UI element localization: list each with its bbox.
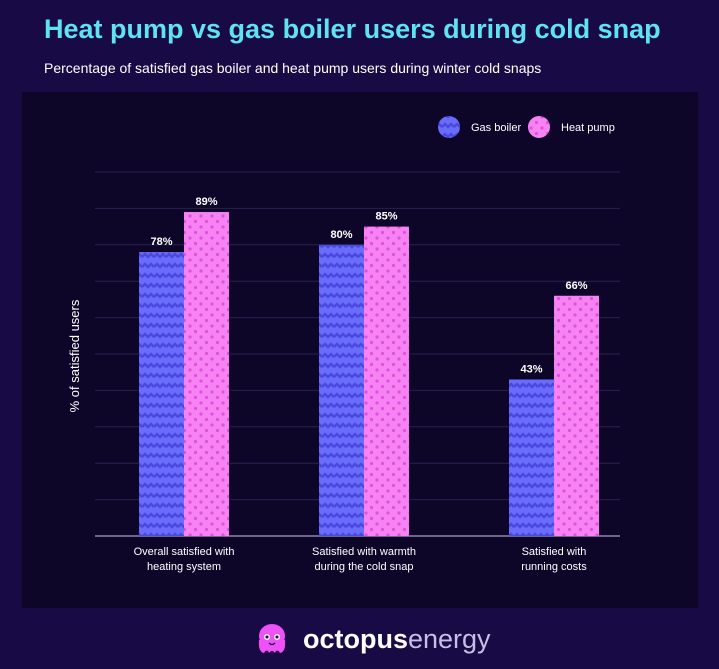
y-axis-label: % of satisfied users [67,299,82,412]
legend-label: Gas boiler [471,122,521,134]
legend-swatch [528,116,550,138]
legend-label: Heat pump [561,122,615,134]
brand-word-energy: energy [408,623,491,654]
data-label: 85% [375,211,397,223]
bar-heat-pump [364,226,409,536]
bar-heat-pump [554,295,599,536]
x-tick-label: running costs [521,561,587,573]
x-tick-label: heating system [147,561,221,573]
chart-panel: 78% 89% Overall satisfied with heating syst… [22,92,698,608]
data-label: 78% [150,236,172,248]
x-tick-label: Overall satisfied with [134,546,235,558]
chart-subtitle: Percentage of satisfied gas boiler and h… [44,60,542,76]
x-tick-label: Satisfied with warmth [312,546,416,558]
data-label: 66% [565,280,587,292]
x-tick-label: during the cold snap [314,561,413,573]
octopus-energy-logo: octopusenergy [255,622,491,656]
x-tick-label: Satisfied with [522,546,587,558]
legend-swatch [438,116,460,138]
bar-heat-pump [184,212,229,536]
octopus-icon [258,624,286,653]
data-label: 80% [330,229,352,241]
data-label: 89% [195,196,217,208]
bar-gas-boiler [319,244,364,537]
bar-gas-boiler [509,379,554,536]
data-label: 43% [520,363,542,375]
bar-chart: 78% 89% Overall satisfied with heating syst… [67,116,620,573]
chart-title: Heat pump vs gas boiler users during col… [44,14,661,44]
bar-gas-boiler [139,252,184,536]
brand-word-octopus: octopus [303,623,408,654]
